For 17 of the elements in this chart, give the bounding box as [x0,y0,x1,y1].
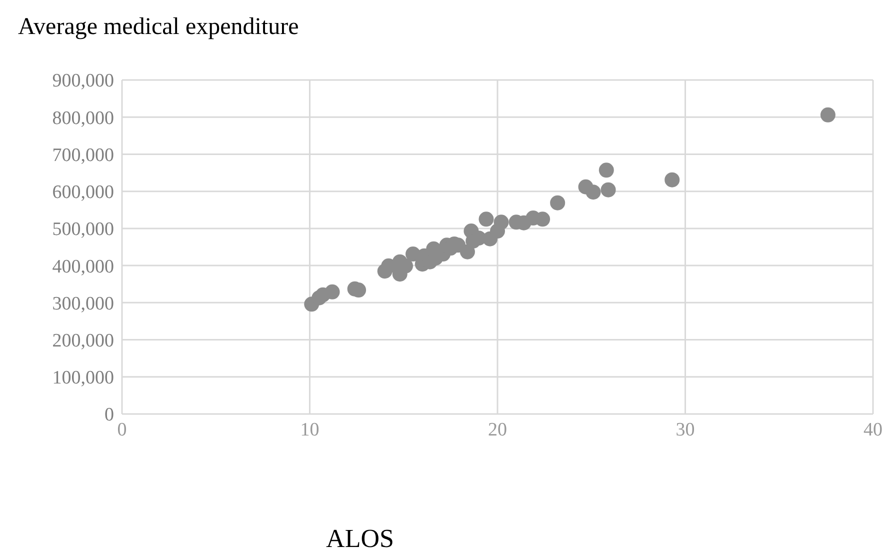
y-tick-label: 800,000 [52,108,114,129]
y-tick-label: 700,000 [52,144,114,166]
x-tick-label: 10 [300,419,320,440]
y-tick-label: 900,000 [52,70,114,92]
x-tick-label: 40 [864,419,882,440]
y-tick-label: 100,000 [52,368,114,389]
y-tick-label: 400,000 [52,256,114,278]
x-tick-label: 20 [488,419,507,440]
y-tick-label: 500,000 [52,219,114,240]
y-tick-label: 600,000 [52,182,114,204]
y-tick-label: 300,000 [52,293,114,314]
x-tick-label: 0 [117,419,127,440]
y-tick-label: 200,000 [52,330,114,352]
x-tick-label: 30 [676,419,695,440]
chart-title: Average medical expenditure [18,14,299,41]
x-axis-title: ALOS [325,524,395,553]
y-tick-label: 0 [104,404,114,426]
